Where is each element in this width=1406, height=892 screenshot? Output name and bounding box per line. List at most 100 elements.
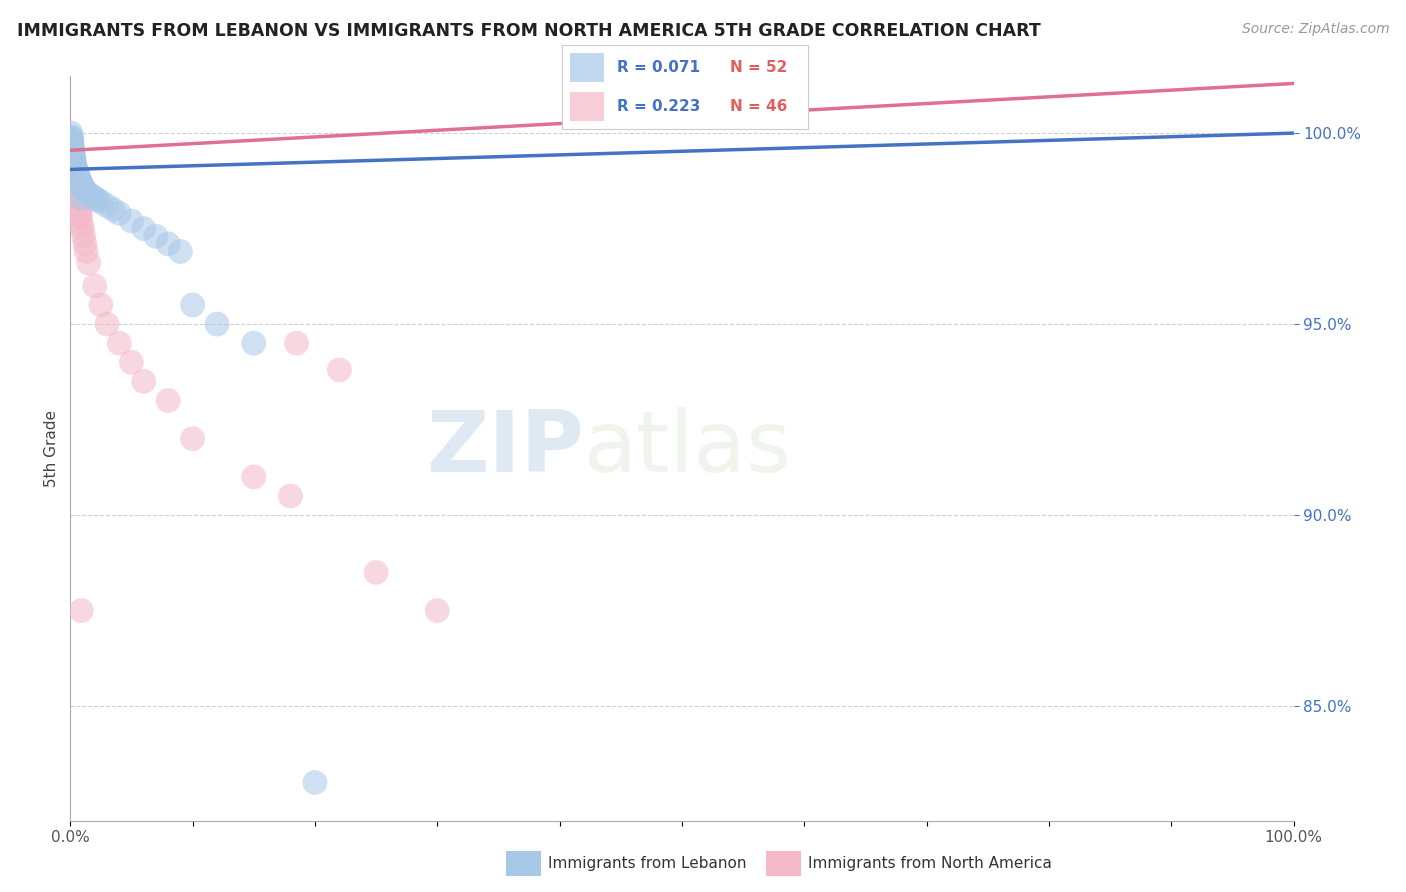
- Point: [63, 159, 86, 173]
- Point: [63, 161, 86, 175]
- Point: [70, 603, 93, 617]
- Point: [66, 187, 89, 202]
- Point: [70, 178, 93, 192]
- Point: [60, 141, 83, 155]
- Point: [96, 199, 118, 213]
- Point: [65, 183, 87, 197]
- Point: [63, 161, 86, 175]
- Point: [62, 161, 84, 175]
- Point: [62, 144, 84, 158]
- Point: [77, 256, 100, 270]
- Point: [60, 137, 83, 152]
- Point: [69, 210, 91, 224]
- Point: [83, 279, 105, 293]
- Point: [243, 336, 266, 351]
- Point: [63, 164, 86, 178]
- Point: [121, 355, 143, 369]
- Point: [66, 191, 89, 205]
- Point: [66, 166, 89, 180]
- Point: [60, 139, 83, 153]
- Point: [65, 164, 87, 178]
- Point: [62, 149, 84, 163]
- Point: [65, 176, 87, 190]
- Point: [60, 132, 83, 146]
- Point: [82, 189, 104, 203]
- Point: [96, 317, 118, 331]
- Point: [62, 147, 84, 161]
- Point: [75, 244, 97, 259]
- Point: [63, 168, 86, 182]
- Point: [65, 162, 87, 177]
- Point: [60, 130, 83, 145]
- Bar: [569, 92, 605, 120]
- Point: [69, 174, 91, 188]
- Point: [132, 221, 155, 235]
- Point: [62, 149, 84, 163]
- Point: [285, 336, 308, 351]
- Text: R = 0.071: R = 0.071: [616, 60, 700, 75]
- Point: [67, 194, 90, 209]
- Point: [60, 137, 83, 152]
- Point: [73, 236, 96, 251]
- Text: Immigrants from Lebanon: Immigrants from Lebanon: [548, 856, 747, 871]
- Point: [60, 141, 83, 155]
- Point: [62, 151, 84, 165]
- Text: R = 0.223: R = 0.223: [616, 99, 700, 114]
- Point: [169, 244, 191, 259]
- Point: [328, 363, 350, 377]
- Point: [304, 775, 326, 789]
- Point: [83, 191, 105, 205]
- Point: [65, 164, 87, 178]
- Point: [66, 168, 89, 182]
- Point: [62, 153, 84, 167]
- Point: [243, 470, 266, 484]
- Text: N = 46: N = 46: [730, 99, 787, 114]
- Point: [108, 206, 131, 220]
- Point: [59, 134, 82, 148]
- Point: [77, 187, 100, 202]
- Point: [72, 179, 94, 194]
- Point: [70, 191, 93, 205]
- Point: [181, 432, 204, 446]
- Point: [67, 169, 90, 184]
- Point: [60, 139, 83, 153]
- Point: [69, 202, 91, 217]
- Point: [73, 181, 96, 195]
- Point: [63, 153, 86, 167]
- Point: [121, 214, 143, 228]
- Point: [67, 172, 90, 186]
- Point: [63, 156, 86, 170]
- Point: [157, 236, 180, 251]
- Point: [86, 193, 108, 207]
- Point: [63, 154, 86, 169]
- Point: [366, 566, 388, 580]
- Point: [157, 393, 180, 408]
- Point: [70, 218, 93, 232]
- Point: [63, 172, 86, 186]
- Point: [63, 161, 86, 175]
- Point: [280, 489, 302, 503]
- Point: [59, 126, 82, 140]
- Text: N = 52: N = 52: [730, 60, 787, 75]
- Text: ZIP: ZIP: [426, 407, 583, 490]
- Y-axis label: 5th Grade: 5th Grade: [44, 409, 59, 487]
- Point: [132, 375, 155, 389]
- Point: [73, 183, 96, 197]
- Point: [145, 229, 167, 244]
- Point: [60, 134, 83, 148]
- Point: [75, 186, 97, 200]
- Point: [69, 206, 91, 220]
- Point: [73, 229, 96, 244]
- Point: [62, 151, 84, 165]
- Text: atlas: atlas: [583, 407, 792, 490]
- Point: [69, 176, 91, 190]
- Point: [60, 132, 83, 146]
- Text: Source: ZipAtlas.com: Source: ZipAtlas.com: [1241, 22, 1389, 37]
- Text: IMMIGRANTS FROM LEBANON VS IMMIGRANTS FROM NORTH AMERICA 5TH GRADE CORRELATION C: IMMIGRANTS FROM LEBANON VS IMMIGRANTS FR…: [17, 22, 1040, 40]
- Point: [426, 603, 449, 617]
- Point: [205, 317, 228, 331]
- Point: [60, 136, 83, 150]
- Point: [181, 298, 204, 312]
- Point: [62, 156, 84, 170]
- Point: [62, 145, 84, 160]
